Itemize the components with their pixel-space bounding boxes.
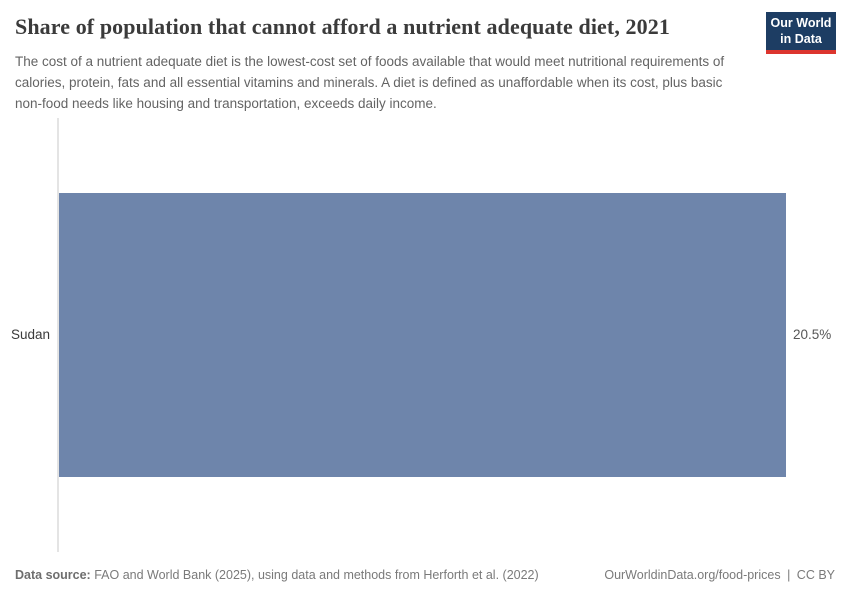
bar-sudan[interactable] <box>59 193 786 477</box>
page-title: Share of population that cannot afford a… <box>15 14 670 39</box>
footer-attribution: OurWorldinData.org/food-prices | CC BY <box>604 568 835 582</box>
bar-value-label: 20.5% <box>793 327 832 342</box>
owid-logo[interactable]: Our World in Data <box>766 12 836 54</box>
data-source-note: Data source: FAO and World Bank (2025), … <box>15 568 539 582</box>
data-source-text: FAO and World Bank (2025), using data an… <box>94 568 539 582</box>
bar-track <box>59 193 786 477</box>
owid-url-link[interactable]: OurWorldinData.org/food-prices <box>604 568 781 582</box>
y-axis-line <box>57 118 59 552</box>
owid-logo-line2: in Data <box>780 32 822 46</box>
owid-logo-line1: Our World <box>770 16 832 30</box>
license-label[interactable]: CC BY <box>796 568 835 582</box>
data-source-label: Data source: <box>15 568 91 582</box>
chart-footer: Data source: FAO and World Bank (2025), … <box>15 568 835 582</box>
chart-subtitle: The cost of a nutrient adequate diet is … <box>15 54 725 111</box>
footer-separator: | <box>787 568 791 582</box>
bar-entity-label: Sudan <box>10 327 50 342</box>
